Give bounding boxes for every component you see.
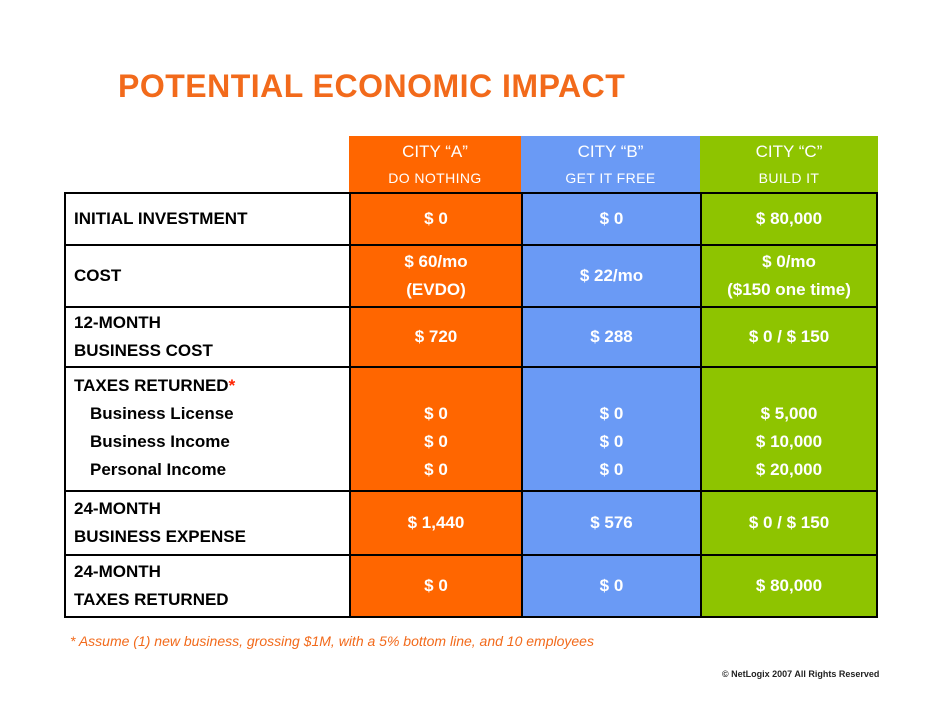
cell-city-b: $ 0: [521, 556, 700, 616]
table-row-24-month-business-expense: 24-MONTH BUSINESS EXPENSE $ 1,440 $ 576 …: [66, 490, 876, 554]
column-header-city-c: CITY “C” BUILD IT: [700, 136, 878, 192]
row-label: TAXES RETURNED* Business License Busines…: [66, 368, 349, 490]
label-line: 24-MONTH: [74, 562, 161, 581]
label-line: TAXES RETURNED: [74, 590, 229, 609]
page-title: POTENTIAL ECONOMIC IMPACT: [118, 68, 626, 104]
cell-city-a: $ 720: [349, 308, 521, 366]
cell-city-c: $ 0 / $ 150: [700, 308, 876, 366]
cell-city-a: $ 0 $ 0 $ 0: [349, 368, 521, 490]
cell-city-a: $ 0: [349, 194, 521, 244]
row-label: 24-MONTH BUSINESS EXPENSE: [66, 492, 349, 554]
label-item: Personal Income: [90, 460, 227, 479]
cell-line: $ 0: [599, 460, 624, 479]
cell-line: $ 0: [599, 432, 624, 451]
cell-line: $ 10,000: [755, 432, 823, 451]
cell-city-b: $ 0: [521, 194, 700, 244]
label-line: 24-MONTH: [74, 499, 161, 518]
cell-city-a: $ 0: [349, 556, 521, 616]
cell-city-c: $ 0 / $ 150: [700, 492, 876, 554]
row-label: 12-MONTH BUSINESS COST: [66, 308, 349, 366]
cell-line: $ 0/mo: [762, 252, 816, 271]
city-b-strategy: GET IT FREE: [565, 170, 656, 186]
label-line: BUSINESS COST: [74, 341, 213, 360]
cell-city-c: $ 80,000: [700, 556, 876, 616]
cell-line: $ 0: [599, 404, 624, 423]
cell-line: $ 0: [424, 432, 448, 451]
city-c-strategy: BUILD IT: [758, 170, 820, 186]
column-header-city-b: CITY “B” GET IT FREE: [521, 136, 700, 192]
row-label: 24-MONTH TAXES RETURNED: [66, 556, 349, 616]
city-b-name: CITY “B”: [577, 142, 644, 161]
row-label: COST: [74, 266, 122, 285]
table-row-initial-investment: INITIAL INVESTMENT $ 0 $ 0 $ 80,000: [66, 194, 876, 244]
label-item: Business License: [90, 404, 234, 423]
footnote: * Assume (1) new business, grossing $1M,…: [70, 633, 594, 649]
cell-line: ($150 one time): [727, 280, 851, 299]
table-row-24-month-taxes-returned: 24-MONTH TAXES RETURNED $ 0 $ 0 $ 80,000: [66, 554, 876, 616]
cell-line: (EVDO): [406, 280, 466, 299]
cell-city-c: $ 0/mo ($150 one time): [700, 246, 876, 306]
cell-line: $ 5,000: [760, 404, 818, 423]
cell-city-a: $ 60/mo (EVDO): [349, 246, 521, 306]
table-row-cost: COST $ 60/mo (EVDO) $ 22/mo $ 0/mo ($150…: [66, 244, 876, 306]
cell-city-a: $ 1,440: [349, 492, 521, 554]
label-line: 12-MONTH: [74, 313, 161, 332]
label-line: TAXES RETURNED*: [74, 372, 341, 400]
city-a-strategy: DO NOTHING: [388, 170, 482, 186]
cell-line: $ 60/mo: [404, 252, 468, 271]
cell-line: $ 0: [424, 460, 448, 479]
table-row-12-month-business-cost: 12-MONTH BUSINESS COST $ 720 $ 288 $ 0 /…: [66, 306, 876, 366]
economic-impact-table: INITIAL INVESTMENT $ 0 $ 0 $ 80,000 COST…: [64, 192, 878, 618]
column-header-city-a: CITY “A” DO NOTHING: [349, 136, 521, 192]
copyright-notice: © NetLogix 2007 All Rights Reserved: [722, 669, 880, 679]
cell-city-c: $ 5,000 $ 10,000 $ 20,000: [700, 368, 876, 490]
cell-line: $ 20,000: [755, 460, 823, 479]
cell-city-c: $ 80,000: [700, 194, 876, 244]
cell-line: $ 0: [424, 404, 448, 423]
city-c-name: CITY “C”: [755, 142, 823, 161]
cell-city-b: $ 576: [521, 492, 700, 554]
cell-city-b: $ 288: [521, 308, 700, 366]
taxes-returned-label: TAXES RETURNED: [74, 376, 229, 395]
row-label: INITIAL INVESTMENT: [74, 209, 248, 228]
city-a-name: CITY “A”: [402, 142, 468, 161]
label-item: Business Income: [90, 432, 230, 451]
cell-city-b: $ 0 $ 0 $ 0: [521, 368, 700, 490]
cell-city-b: $ 22/mo: [521, 246, 700, 306]
label-line: BUSINESS EXPENSE: [74, 527, 246, 546]
footnote-marker: *: [228, 376, 236, 395]
table-row-taxes-returned: TAXES RETURNED* Business License Busines…: [66, 366, 876, 490]
